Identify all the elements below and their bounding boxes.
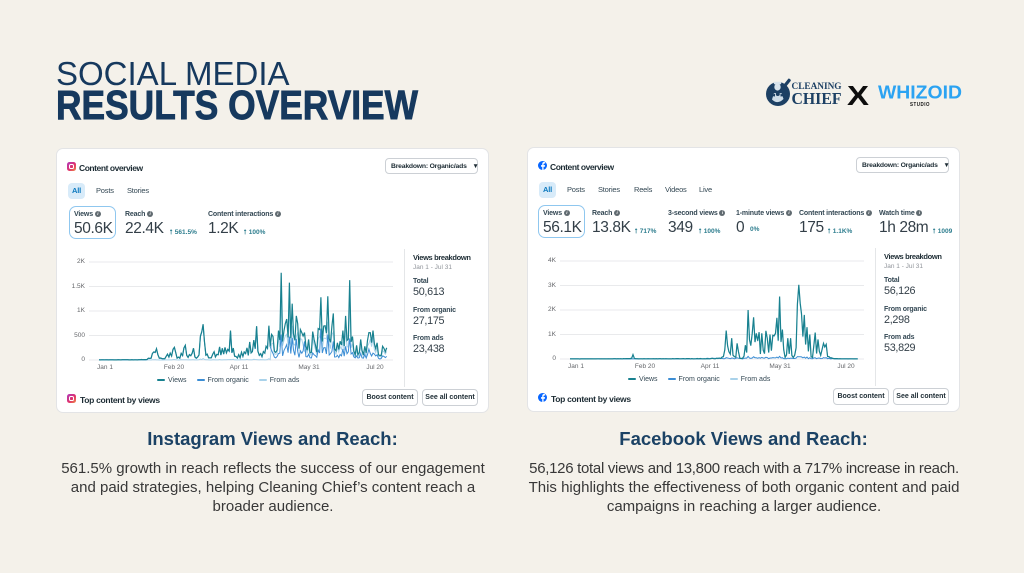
svg-text:STUDIO: STUDIO bbox=[910, 102, 930, 108]
svg-text:CHIEF: CHIEF bbox=[792, 89, 842, 108]
svg-text:X: X bbox=[847, 80, 869, 111]
svg-text:CLEANING: CLEANING bbox=[792, 81, 842, 91]
svg-text:WHIZOID: WHIZOID bbox=[878, 82, 962, 103]
